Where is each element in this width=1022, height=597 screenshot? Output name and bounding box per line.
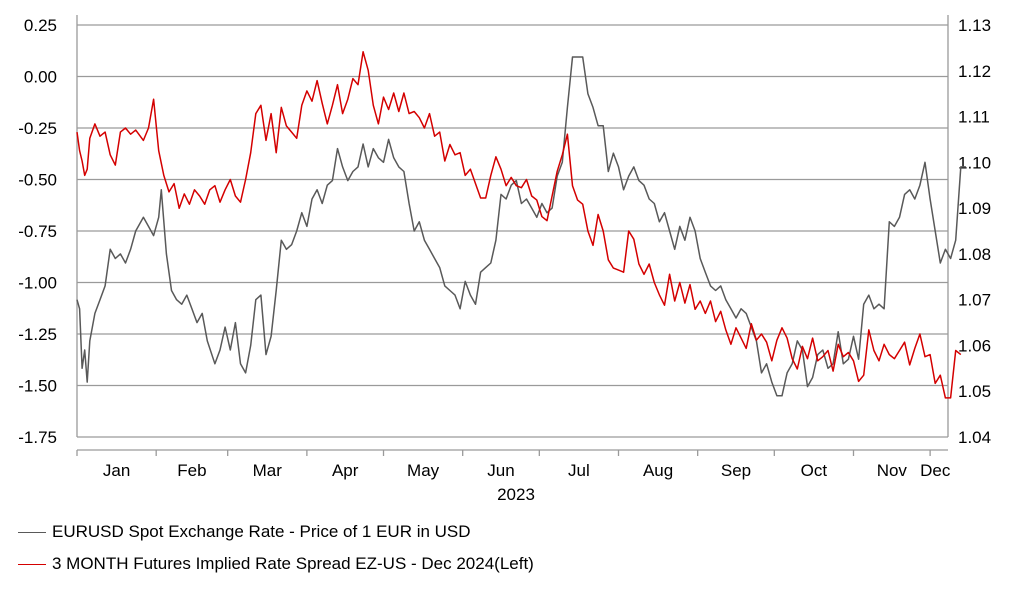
x-tick-label: Jan: [103, 461, 130, 480]
right-tick-label: 1.09: [958, 199, 991, 218]
x-tick-label: Jun: [487, 461, 514, 480]
left-tick-label: -1.50: [18, 377, 57, 396]
x-tick-label: Sep: [721, 461, 751, 480]
x-tick-label: Mar: [253, 461, 283, 480]
legend-swatch-rate-spread: [18, 563, 46, 565]
left-tick-label: 0.25: [24, 16, 57, 35]
left-tick-label: -1.25: [18, 325, 57, 344]
series-lines: [76, 51, 966, 399]
x-axis-ticks: Jan Feb Mar Apr May Jun Jul Aug Sep Oct Nov Dec 2023: [76, 450, 951, 504]
right-tick-label: 1.13: [958, 16, 991, 35]
left-tick-label: 0.00: [24, 68, 57, 87]
x-tick-label: Aug: [643, 461, 673, 480]
x-tick-label: Jul: [568, 461, 590, 480]
right-tick-label: 1.12: [958, 62, 991, 81]
right-tick-label: 1.07: [958, 291, 991, 310]
series-line-eurusd: [76, 56, 966, 397]
right-tick-label: 1.08: [958, 245, 991, 264]
left-tick-label: -1.00: [18, 274, 57, 293]
legend-label-eurusd: EURUSD Spot Exchange Rate - Price of 1 E…: [52, 522, 471, 541]
left-tick-label: -1.75: [18, 428, 57, 447]
left-axis-ticks: 0.25 0.00 -0.25 -0.50 -0.75 -1.00 -1.25 -1.50 -1…: [18, 16, 57, 447]
x-axis-label: 2023: [497, 485, 535, 504]
x-tick-label: Feb: [177, 461, 206, 480]
legend-item-rate-spread: 3 MONTH Futures Implied Rate Spread EZ-U…: [18, 554, 534, 574]
x-tick-label: Dec: [920, 461, 951, 480]
series-line-rate-spread: [76, 51, 962, 399]
left-tick-label: -0.25: [18, 119, 57, 138]
left-tick-label: -0.50: [18, 171, 57, 190]
legend-item-eurusd: EURUSD Spot Exchange Rate - Price of 1 E…: [18, 522, 471, 542]
legend-swatch-eurusd: [18, 531, 46, 533]
x-tick-label: Nov: [877, 461, 908, 480]
left-tick-label: -0.75: [18, 222, 57, 241]
chart: 0.25 0.00 -0.25 -0.50 -0.75 -1.00 -1.25 -1.50 -1…: [18, 15, 991, 504]
right-tick-label: 1.10: [958, 153, 991, 172]
right-tick-label: 1.04: [958, 428, 991, 447]
legend-label-rate-spread: 3 MONTH Futures Implied Rate Spread EZ-U…: [52, 554, 534, 573]
right-tick-label: 1.05: [958, 382, 991, 401]
axes: [76, 15, 949, 451]
right-tick-label: 1.11: [958, 108, 990, 127]
right-axis-ticks: 1.13 1.12 1.11 1.10 1.09 1.08 1.07 1.06 1.05 1.04: [958, 16, 991, 447]
gridlines: [77, 24, 948, 438]
x-tick-label: Apr: [332, 461, 359, 480]
x-tick-label: Oct: [801, 461, 828, 480]
right-tick-label: 1.06: [958, 336, 991, 355]
x-tick-label: May: [407, 461, 440, 480]
